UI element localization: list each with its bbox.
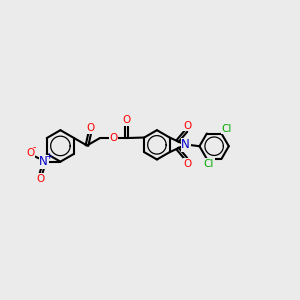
Text: O: O [110, 133, 118, 143]
Text: N: N [181, 138, 190, 151]
Text: -: - [32, 142, 36, 152]
Text: +: + [45, 152, 52, 161]
Text: N: N [39, 155, 48, 168]
Text: Cl: Cl [221, 124, 232, 134]
Text: O: O [183, 121, 191, 131]
Text: O: O [86, 123, 94, 133]
Text: Cl: Cl [204, 159, 214, 169]
Text: O: O [37, 173, 45, 184]
Text: O: O [123, 116, 131, 125]
Text: O: O [183, 159, 191, 169]
Text: O: O [26, 148, 34, 158]
